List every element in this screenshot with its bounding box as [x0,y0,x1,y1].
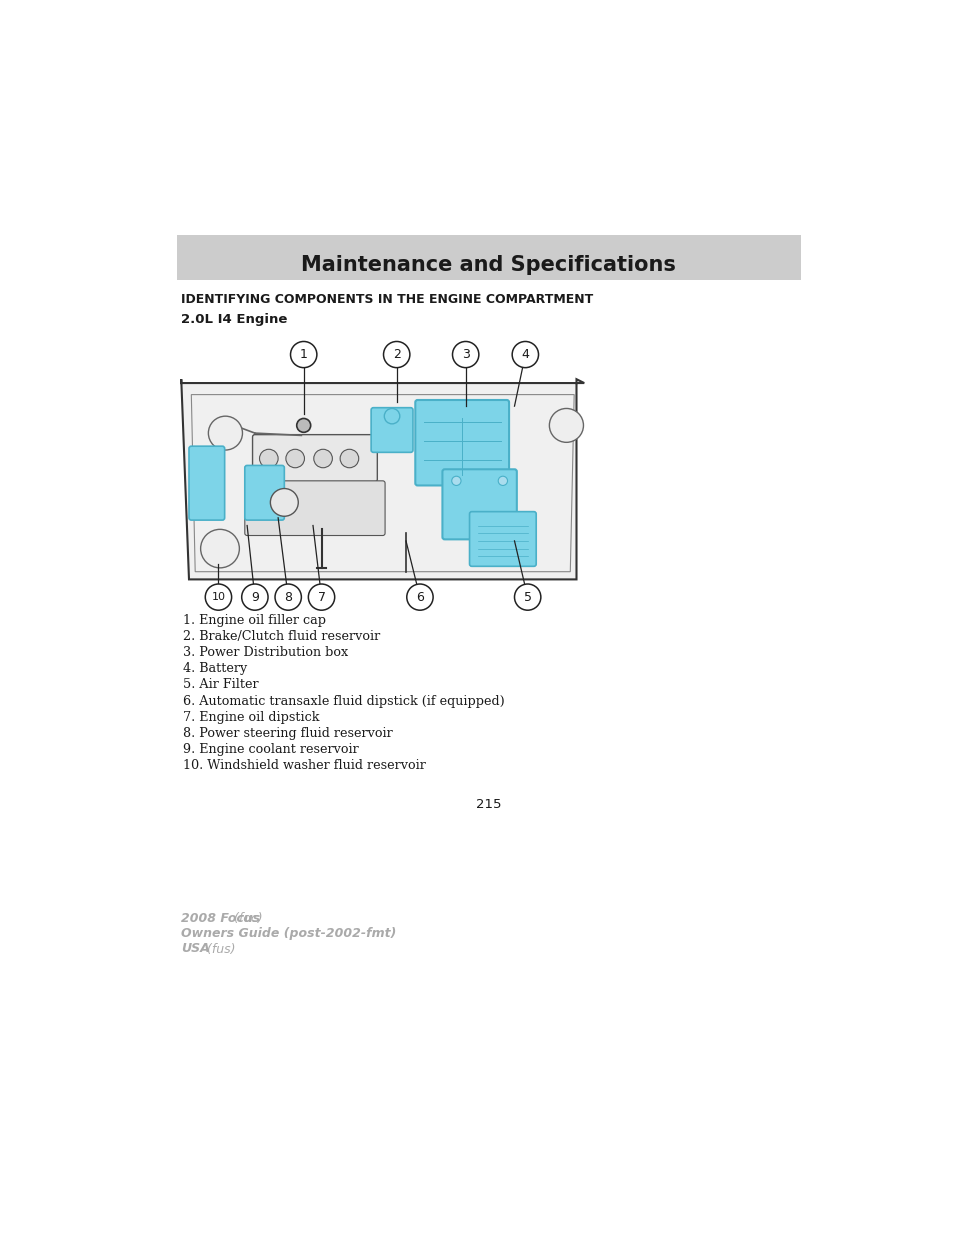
Circle shape [512,341,537,368]
FancyBboxPatch shape [245,480,385,536]
Circle shape [383,341,410,368]
Circle shape [384,409,399,424]
FancyBboxPatch shape [469,511,536,567]
Circle shape [205,584,232,610]
FancyBboxPatch shape [371,408,413,452]
Circle shape [286,450,304,468]
Text: 2008 Focus: 2008 Focus [181,911,260,925]
Circle shape [497,477,507,485]
Text: 4. Battery: 4. Battery [183,662,247,676]
Text: 1: 1 [299,348,307,361]
Text: 10. Windshield washer fluid reservoir: 10. Windshield washer fluid reservoir [183,760,425,772]
Circle shape [241,584,268,610]
Circle shape [274,584,301,610]
FancyBboxPatch shape [442,469,517,540]
Circle shape [314,450,332,468]
Text: 3. Power Distribution box: 3. Power Distribution box [183,646,348,659]
FancyBboxPatch shape [253,435,377,482]
Text: 2: 2 [393,348,400,361]
Circle shape [291,341,316,368]
Circle shape [452,477,460,485]
Text: 5. Air Filter: 5. Air Filter [183,678,258,692]
Text: 9. Engine coolant reservoir: 9. Engine coolant reservoir [183,743,358,756]
Text: 7: 7 [317,590,325,604]
FancyBboxPatch shape [415,400,509,485]
Text: 4: 4 [521,348,529,361]
Circle shape [340,450,358,468]
Text: (fus): (fus) [203,942,235,956]
Polygon shape [181,379,583,579]
Text: Owners Guide (post-2002-fmt): Owners Guide (post-2002-fmt) [181,927,396,940]
Circle shape [308,584,335,610]
Circle shape [200,530,239,568]
Text: 215: 215 [476,798,501,810]
Circle shape [452,341,478,368]
Text: 9: 9 [251,590,258,604]
Circle shape [259,450,278,468]
Text: 3: 3 [461,348,469,361]
FancyBboxPatch shape [189,446,224,520]
Text: 10: 10 [212,592,225,603]
Circle shape [270,489,298,516]
Text: 1. Engine oil filler cap: 1. Engine oil filler cap [183,614,326,626]
Text: 2. Brake/Clutch fluid reservoir: 2. Brake/Clutch fluid reservoir [183,630,379,643]
FancyBboxPatch shape [245,466,284,520]
Text: Maintenance and Specifications: Maintenance and Specifications [301,256,676,275]
Text: 8: 8 [284,590,292,604]
Text: 8. Power steering fluid reservoir: 8. Power steering fluid reservoir [183,727,392,740]
Text: 5: 5 [523,590,531,604]
Text: IDENTIFYING COMPONENTS IN THE ENGINE COMPARTMENT: IDENTIFYING COMPONENTS IN THE ENGINE COM… [181,293,593,305]
Text: 6. Automatic transaxle fluid dipstick (if equipped): 6. Automatic transaxle fluid dipstick (i… [183,694,504,708]
Circle shape [296,419,311,432]
Text: (foc): (foc) [230,911,262,925]
Circle shape [406,584,433,610]
Text: 6: 6 [416,590,423,604]
FancyBboxPatch shape [177,235,801,280]
Circle shape [208,416,242,450]
Text: 2.0L I4 Engine: 2.0L I4 Engine [181,314,287,326]
Text: 7. Engine oil dipstick: 7. Engine oil dipstick [183,710,319,724]
Text: USA: USA [181,942,210,956]
Circle shape [549,409,583,442]
Circle shape [514,584,540,610]
